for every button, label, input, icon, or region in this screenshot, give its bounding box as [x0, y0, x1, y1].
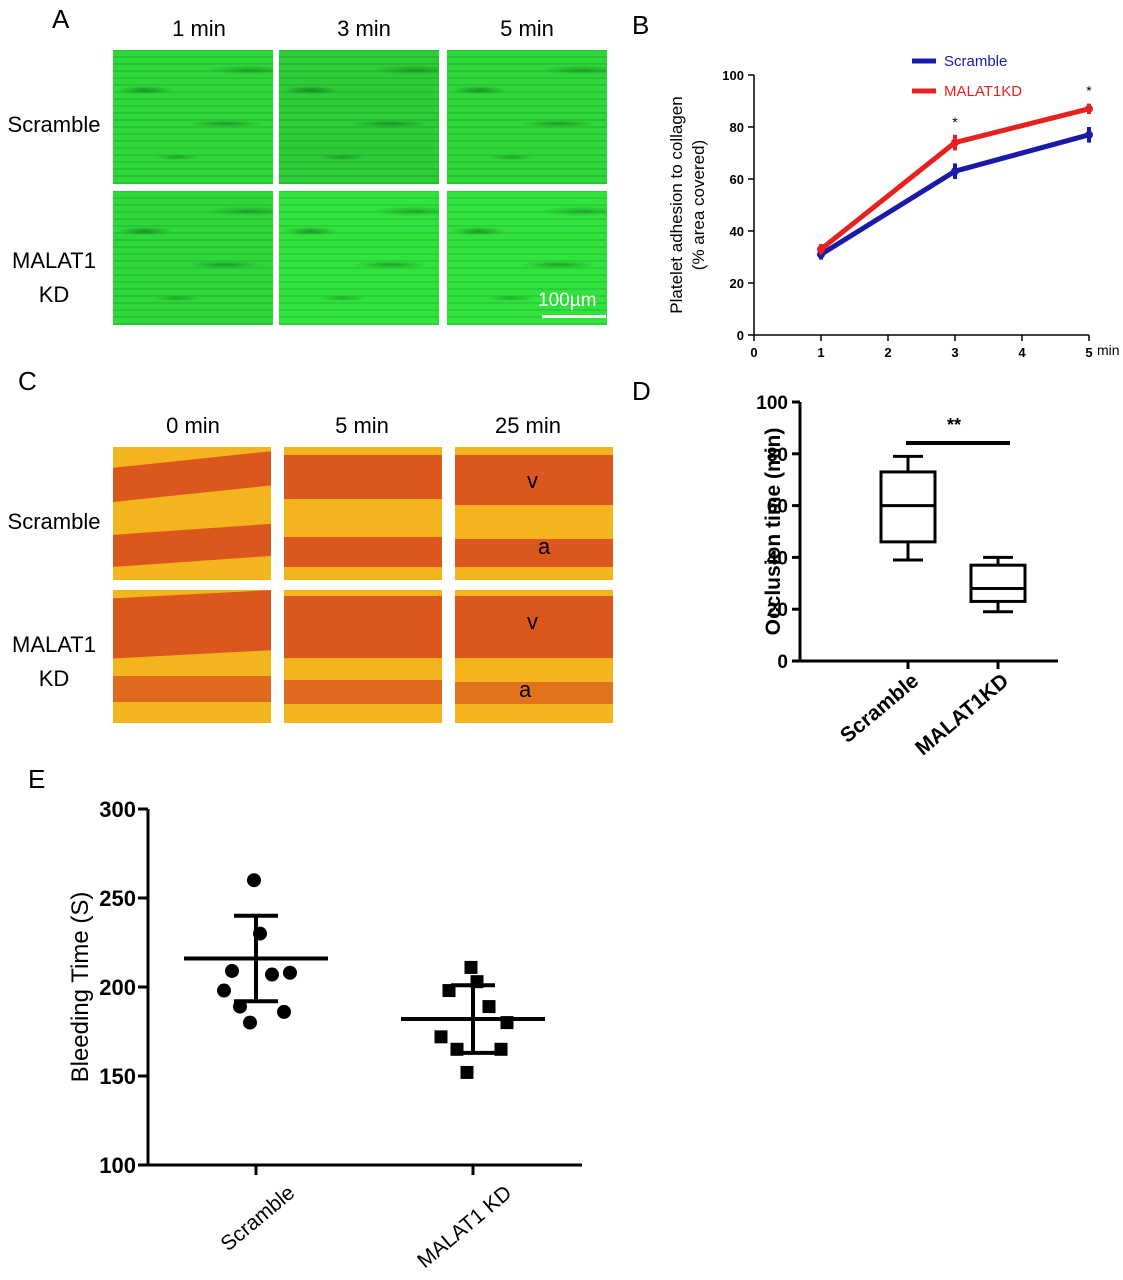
- b-y-tick-label: 80: [730, 120, 744, 135]
- platelet-image-scramble-3min: [279, 50, 439, 184]
- e-data-point-scramble: [233, 999, 247, 1014]
- b-x-tick-label: 0: [750, 345, 757, 360]
- vessel-image-malat1kd-5min: [284, 590, 442, 723]
- e-data-point-scramble: [225, 963, 239, 978]
- d-y-tick-label: 40: [767, 548, 788, 569]
- panel-e-letter: E: [28, 764, 46, 794]
- b-y-tick-label: 100: [722, 68, 744, 83]
- panel-c-letter: C: [18, 366, 37, 396]
- e-data-point-scramble: [243, 1015, 257, 1030]
- panel-a-col-1: 1 min: [172, 16, 226, 41]
- b-data-point: [817, 245, 825, 254]
- panel-d-letter: D: [632, 376, 651, 406]
- b-data-point: [951, 138, 959, 147]
- e-x-tick-label: Scramble: [216, 1181, 299, 1256]
- e-data-point-malat1kd: [442, 984, 456, 998]
- platelet-image-scramble-1min: [113, 50, 273, 184]
- vessel-label-a-top: a: [538, 534, 551, 559]
- b-y-tick-label: 20: [730, 276, 744, 291]
- e-data-point-scramble: [277, 1004, 291, 1019]
- b-significance-marker: *: [1086, 83, 1092, 99]
- e-data-point-malat1kd: [450, 1042, 464, 1056]
- e-data-point-malat1kd: [470, 975, 484, 989]
- e-data-point-scramble: [253, 926, 267, 941]
- b-data-point: [1085, 130, 1093, 139]
- vessel-image-malat1kd-0min: [113, 590, 271, 723]
- b-x-axis-unit: min: [1097, 342, 1120, 358]
- e-x-tick-label: MALAT1 KD: [413, 1181, 516, 1273]
- vessel-image-scramble-25min: [455, 447, 613, 580]
- d-y-axis-label: Occlusion time (min): [762, 428, 785, 636]
- chart-d: 0 20 40 60 80 100 Occlusion time (min) Scramble…: [756, 393, 1058, 760]
- vessel-label-a-bottom: a: [519, 677, 532, 702]
- d-x-tick-label: Scramble: [836, 669, 923, 747]
- platelet-image-scramble-5min: [447, 50, 607, 184]
- d-y-tick-label: 100: [756, 393, 788, 414]
- vessel-image-malat1kd-25min: [455, 590, 613, 723]
- b-x-tick-label: 4: [1018, 345, 1026, 360]
- platelet-image-malat1kd-1min: [113, 191, 273, 325]
- panel-a-row-malat1kd: MALAT1 KD: [12, 248, 96, 307]
- d-y-tick-label: 60: [767, 497, 788, 518]
- e-data-point-scramble: [217, 983, 231, 998]
- panel-a-col-2: 3 min: [337, 16, 391, 41]
- d-x-tick-label: MALAT1KD: [911, 669, 1013, 760]
- vessel-label-v-bottom: v: [527, 609, 538, 634]
- d-y-tick-label: 20: [767, 600, 788, 621]
- b-data-point: [951, 167, 959, 176]
- vessel-image-scramble-0min: [113, 447, 271, 580]
- panel-a-col-3: 5 min: [500, 16, 554, 41]
- platelet-image-malat1kd-3min: [279, 191, 439, 325]
- b-x-tick-label: 5: [1085, 345, 1092, 360]
- platelet-image-malat1kd-5min: [447, 191, 607, 325]
- d-significance-marker: **: [947, 415, 961, 435]
- e-y-tick-label: 250: [99, 886, 136, 911]
- b-y-tick-label: 40: [730, 224, 744, 239]
- e-data-point-malat1kd: [460, 1065, 474, 1079]
- b-y-tick-label: 60: [730, 172, 744, 187]
- e-y-tick-label: 150: [99, 1064, 136, 1089]
- e-data-point-malat1kd: [500, 1016, 514, 1030]
- b-data-point: [1085, 104, 1093, 113]
- d-box: [969, 563, 1027, 603]
- panel-c-col-2: 5 min: [335, 413, 389, 438]
- panel-a-letter: A: [52, 4, 70, 34]
- scalebar: [542, 315, 606, 318]
- d-y-tick-label: 80: [767, 445, 788, 466]
- b-series-line-scramble: [819, 132, 1090, 257]
- panel-c-row-scramble: Scramble: [7, 509, 101, 534]
- panel-a-row-scramble: Scramble: [7, 112, 101, 137]
- e-data-point-malat1kd: [434, 1030, 448, 1044]
- panel-c-col-1: 0 min: [166, 413, 220, 438]
- b-x-tick-label: 2: [884, 345, 891, 360]
- e-y-tick-label: 300: [99, 797, 136, 822]
- chart-b: 0 20 40 60 80 100 0 1 2 3 4 5 min Platelet adhesion t…: [667, 53, 1120, 360]
- b-y-tick-label: 0: [737, 328, 744, 343]
- e-data-point-malat1kd: [494, 1042, 508, 1056]
- b-y-axis-label: Platelet adhesion to collagen (% area cov…: [667, 96, 708, 313]
- panel-c-col-3: 25 min: [494, 413, 562, 438]
- d-y-tick-label: 0: [777, 652, 788, 673]
- scalebar-label: 100µm: [538, 290, 597, 311]
- e-data-point-malat1kd: [464, 960, 478, 974]
- vessel-image-scramble-5min: [284, 447, 442, 580]
- chart-e: 100 150 200 250 300 Bleeding Time (S) Scramble…: [67, 797, 582, 1273]
- b-legend-label: Scramble: [944, 53, 1007, 70]
- e-y-tick-label: 100: [99, 1153, 136, 1178]
- b-significance-marker: *: [952, 114, 958, 130]
- e-y-axis-label: Bleeding Time (S): [67, 892, 94, 1083]
- b-x-tick-label: 3: [951, 345, 958, 360]
- e-data-point-scramble: [283, 965, 297, 980]
- panel-c-row-malat1kd: MALAT1 KD: [12, 632, 96, 691]
- b-x-tick-label: 1: [817, 345, 824, 360]
- vessel-label-v-top: v: [527, 468, 538, 493]
- e-data-point-scramble: [265, 967, 279, 982]
- e-data-point-scramble: [247, 873, 261, 888]
- b-legend-label: MALAT1KD: [944, 83, 1022, 100]
- panel-b-letter: B: [632, 10, 650, 40]
- e-y-tick-label: 200: [99, 975, 136, 1000]
- e-data-point-malat1kd: [482, 1000, 496, 1014]
